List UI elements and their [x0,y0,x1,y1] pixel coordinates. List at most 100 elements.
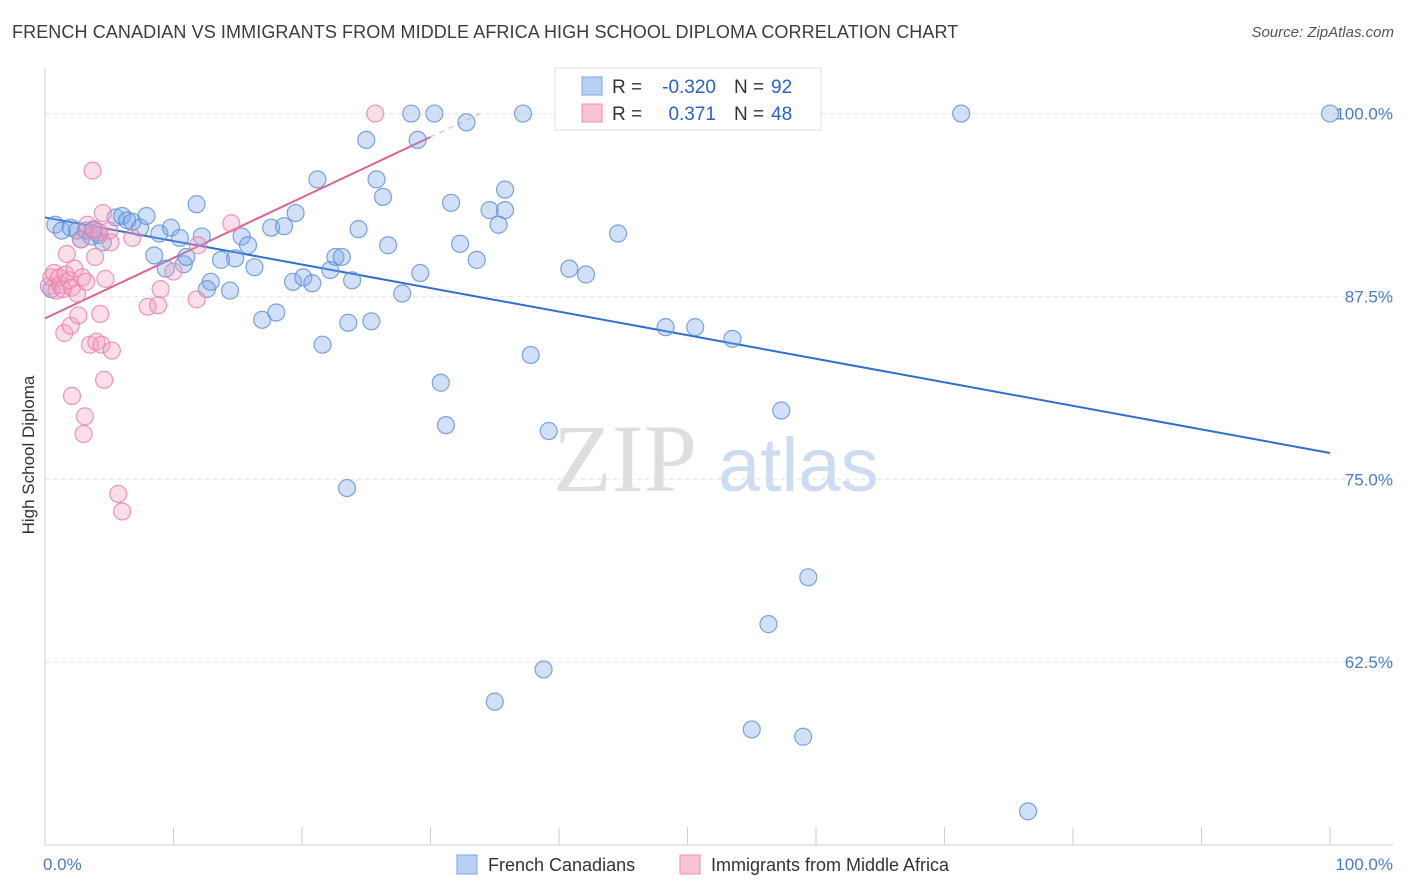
point-series0-55 [402,104,421,123]
y-tick-label-1: 87.5% [1345,287,1393,306]
point-series0-88 [1320,104,1340,123]
point-series0-77 [656,318,675,337]
bottom-legend-swatch-blue [456,854,478,875]
point-series0-20 [174,255,193,274]
point-series1-24 [83,161,102,180]
point-series0-13 [130,218,150,237]
point-series1-44 [187,290,206,309]
y-axis-title: High School Diploma [19,375,38,534]
legend-r-label-1: R = [612,77,642,98]
point-series0-31 [245,258,264,277]
point-series0-23 [192,227,211,246]
point-series0-56 [408,130,427,150]
point-series0-50 [362,312,381,331]
point-series0-82 [759,615,778,634]
chart-title: FRENCH CANADIAN VS IMMIGRANTS FROM MIDDL… [12,22,959,42]
point-series0-61 [441,193,461,212]
point-series0-71 [534,660,553,679]
point-series0-45 [337,478,357,498]
point-series0-70 [521,345,540,365]
axes [44,68,1393,846]
point-series0-51 [367,170,386,189]
point-series0-43 [326,247,345,267]
point-series0-15 [145,246,164,265]
point-series0-39 [303,274,322,293]
point-series0-27 [220,281,240,300]
point-series1-33 [96,269,115,288]
correlation-legend: R = -0.320 N = 92 R = 0.371 N = 48 [554,67,822,131]
source-label: Source: ZipAtlas.com [1251,24,1394,41]
point-series0-49 [357,130,376,150]
point-series1-26 [86,247,105,267]
point-series1-45 [188,236,208,255]
point-series1-36 [102,341,121,360]
point-series0-59 [431,373,450,392]
point-series1-29 [91,304,110,324]
point-series1-30 [92,335,111,354]
point-series0-14 [137,206,156,226]
point-series0-80 [723,329,742,348]
y-tick-label-0: 100.0% [1335,105,1393,124]
legend-r-value-1: -0.320 [662,77,716,98]
point-series1-11 [61,316,80,335]
point-series0-46 [339,313,358,332]
legend-n-label-1: N = [734,77,764,98]
point-series0-22 [187,195,206,214]
point-series0-81 [742,720,761,739]
point-series1-43 [164,262,183,281]
point-series1-38 [112,502,132,521]
point-series0-37 [286,203,305,223]
point-series1-31 [93,203,112,223]
point-series0-34 [267,303,286,322]
point-series1-16 [69,306,88,325]
point-series1-46 [222,214,241,233]
point-series0-36 [283,272,303,291]
point-series1-37 [109,484,128,504]
point-series0-21 [177,247,196,267]
point-series0-68 [495,201,515,220]
point-series0-74 [576,265,596,284]
point-series0-87 [1018,802,1038,821]
point-series0-28 [226,249,245,268]
legend-n-value-1: 92 [771,77,792,98]
y-tick-labels: 100.0% 87.5% 75.0% 62.5% [1335,105,1393,673]
point-series0-25 [201,272,220,291]
point-series1-20 [75,407,94,426]
point-series1-21 [77,272,96,291]
point-series1-42 [151,280,170,299]
legend-swatch-pink [581,103,603,123]
series-legend: French Canadians Immigrants from Middle … [456,854,950,875]
point-series0-86 [952,104,971,123]
legend-n-value-2: 48 [771,104,792,125]
point-series1-27 [87,332,106,351]
legend-n-label-2: N = [734,104,764,125]
trend-lines [44,112,1331,454]
point-series0-69 [513,104,533,123]
trend-line-0 [44,216,1331,454]
watermark-zip: ZIP [553,405,697,512]
point-series0-18 [161,218,181,237]
bottom-legend-label-1: French Canadians [488,855,635,875]
point-series0-60 [436,416,456,435]
point-series0-35 [274,217,294,236]
point-series0-52 [373,187,393,207]
point-series0-57 [411,263,430,283]
point-series0-63 [457,113,476,132]
point-series0-75 [609,224,628,243]
point-series0-26 [211,250,231,269]
y-tick-label-2: 75.0% [1345,470,1393,489]
point-series0-53 [378,236,398,255]
point-series0-44 [332,247,351,267]
point-series1-41 [148,296,168,315]
point-series0-32 [253,310,272,329]
bottom-legend-swatch-pink [679,854,701,875]
point-series0-19 [170,228,190,248]
bottom-legend-label-2: Immigrants from Middle Africa [711,855,950,875]
point-series0-72 [539,421,558,441]
point-series0-84 [794,727,813,746]
gridlines [45,113,1393,663]
point-series0-79 [686,318,705,337]
point-series0-62 [450,234,470,253]
point-series0-41 [313,335,332,354]
